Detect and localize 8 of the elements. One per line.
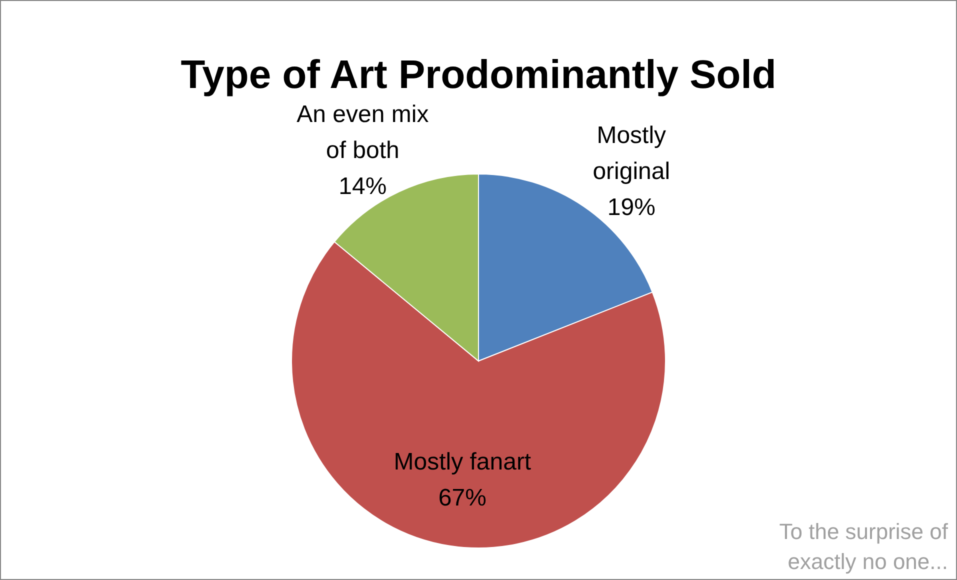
slice-label: Mostly fanart <box>394 448 532 476</box>
text: To the surprise of exactly no one... <box>778 518 948 576</box>
data-label: 67% <box>438 484 486 512</box>
slice-label: An even mix of both <box>296 100 429 164</box>
data-label: 19% <box>607 194 656 222</box>
slice-label: Mostly original <box>592 122 670 186</box>
data-label: 14% <box>338 172 387 200</box>
chart-title: Type of Art Prodominantly Sold <box>180 53 776 97</box>
